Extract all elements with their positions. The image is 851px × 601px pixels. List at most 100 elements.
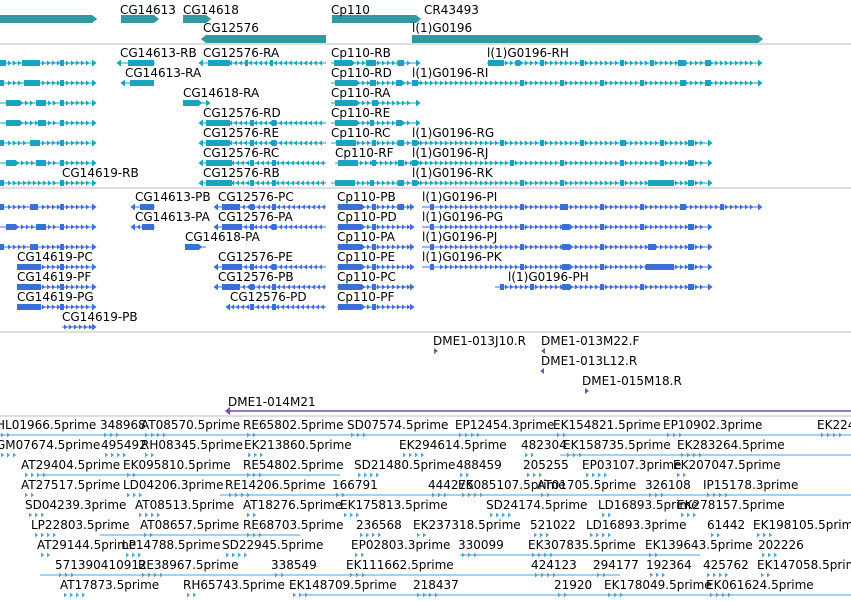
est-label-571390410912[interactable]: 571390410912	[55, 558, 147, 572]
est-label-re38967-5prime[interactable]: RE38967.5prime	[138, 558, 239, 572]
est-label-ek207047-5prime[interactable]: EK207047.5prime	[673, 458, 781, 472]
exon-block[interactable]	[30, 140, 40, 146]
exon-block[interactable]	[60, 120, 64, 126]
exon-block[interactable]	[36, 100, 46, 106]
est-label-ek278157-5prime[interactable]: EK278157.5prime	[677, 498, 785, 512]
protein-label-cg14619-pg[interactable]: CG14619-PG	[17, 290, 94, 304]
est-label-ek307835-5prime[interactable]: EK307835.5prime	[528, 538, 636, 552]
exon-block[interactable]	[206, 140, 230, 146]
est-label-at08513-5prime[interactable]: AT08513.5prime	[135, 498, 235, 512]
exon-block[interactable]	[338, 204, 362, 210]
exon-block[interactable]	[430, 224, 434, 230]
protein-label-cg14619-pc[interactable]: CG14619-PC	[17, 250, 93, 264]
protein-label-cg12576-pe[interactable]: CG12576-PE	[218, 250, 293, 264]
gene-label-cg14613[interactable]: CG14613	[120, 3, 176, 17]
exon-block[interactable]	[36, 224, 46, 230]
exon-block[interactable]	[335, 100, 357, 106]
est-label-ek095810-5prime[interactable]: EK095810.5prime	[123, 458, 231, 472]
exon-block[interactable]	[30, 244, 38, 250]
est-label-424123[interactable]: 424123	[531, 558, 577, 572]
est-label-ek283264-5prime[interactable]: EK283264.5prime	[677, 438, 785, 452]
exon-block[interactable]	[30, 204, 38, 210]
est-label-ek198105-5prime[interactable]: EK198105.5prime	[753, 518, 851, 532]
est-label-ld16893-5prime[interactable]: LD16893.5prime	[598, 498, 699, 512]
exon-block[interactable]	[60, 304, 64, 310]
exon-block[interactable]	[0, 244, 4, 250]
exon-block[interactable]	[222, 264, 242, 270]
est-label-hl01966-5prime[interactable]: HL01966.5prime	[0, 418, 97, 432]
est-label-ip15178-3prime[interactable]: IP15178.3prime	[703, 478, 799, 492]
est-label-ek147058-5prime[interactable]: EK147058.5prime	[757, 558, 851, 572]
exon-block[interactable]	[0, 140, 4, 146]
exon-block[interactable]	[560, 204, 568, 210]
est-label-ek085107-5prime[interactable]: EK085107.5prime	[458, 478, 566, 492]
exon-block[interactable]	[430, 244, 434, 250]
exon-block[interactable]	[412, 80, 418, 86]
clone-label-dme1-013l12-r[interactable]: DME1-013L12.R	[541, 354, 638, 368]
exon-block[interactable]	[334, 60, 352, 66]
est-label-ek139643-5prime[interactable]: EK139643.5prime	[645, 538, 753, 552]
est-label-ld16893-3prime[interactable]: LD16893.3prime	[586, 518, 687, 532]
exon-block[interactable]	[60, 244, 64, 250]
transcript-label-cg14618-ra[interactable]: CG14618-RA	[183, 86, 260, 100]
exon-block[interactable]	[412, 180, 416, 186]
est-label-at08570-5prime[interactable]: AT08570.5prime	[141, 418, 241, 432]
est-label-sd21480-5prime[interactable]: SD21480.5prime	[354, 458, 456, 472]
est-label-521022[interactable]: 521022	[530, 518, 576, 532]
exon-block[interactable]	[60, 224, 64, 230]
protein-label-cg14619-pb[interactable]: CG14619-PB	[62, 310, 138, 324]
est-label-61442[interactable]: 61442	[707, 518, 746, 532]
gene-label-cp110[interactable]: Cp110	[331, 3, 370, 17]
exon-block[interactable]	[142, 224, 154, 230]
gene-bar[interactable]	[121, 15, 154, 23]
exon-block[interactable]	[60, 140, 64, 146]
protein-label-cg12576-pb[interactable]: CG12576-PB	[218, 270, 294, 284]
est-label-sd07574-5prime[interactable]: SD07574.5prime	[347, 418, 449, 432]
transcript-label-cp110-ra[interactable]: Cp110-RA	[331, 86, 391, 100]
gene-label-cg12576[interactable]: CG12576	[203, 21, 259, 35]
transcript-label-cg12576-re[interactable]: CG12576-RE	[203, 126, 280, 140]
transcript-label-l-1-g0196-rh[interactable]: l(1)G0196-RH	[487, 46, 569, 60]
exon-block[interactable]	[17, 304, 41, 310]
exon-block[interactable]	[208, 60, 230, 66]
est-label-ek237318-5prime[interactable]: EK237318.5prime	[413, 518, 521, 532]
est-label-326108[interactable]: 326108	[645, 478, 691, 492]
exon-block[interactable]	[430, 264, 434, 270]
transcript-label-cp110-rb[interactable]: Cp110-RB	[331, 46, 391, 60]
transcript-label-cp110-rd[interactable]: Cp110-RD	[331, 66, 392, 80]
est-label-21920[interactable]: 21920	[554, 578, 593, 592]
transcript-label-cg14613-ra[interactable]: CG14613-RA	[125, 66, 202, 80]
exon-block[interactable]	[412, 140, 416, 146]
exon-block[interactable]	[366, 60, 376, 66]
transcript-label-l-1-g0196-rk[interactable]: l(1)G0196-RK	[412, 166, 493, 180]
transcript-label-cg12576-rb[interactable]: CG12576-RB	[203, 166, 280, 180]
exon-block[interactable]	[60, 264, 64, 270]
est-label-gm07674-5prime[interactable]: GM07674.5prime	[0, 438, 101, 452]
gene-bar[interactable]	[183, 15, 206, 23]
est-label-425762[interactable]: 425762	[703, 558, 749, 572]
exon-block[interactable]	[500, 284, 504, 290]
exon-block[interactable]	[398, 204, 404, 210]
est-label-at29404-5prime[interactable]: AT29404.5prime	[21, 458, 121, 472]
exon-block[interactable]	[412, 160, 416, 166]
exon-block[interactable]	[336, 140, 356, 146]
exon-block[interactable]	[60, 60, 64, 66]
gene-label-l-1-g0196[interactable]: l(1)G0196	[412, 21, 473, 35]
exon-block[interactable]	[6, 100, 20, 106]
est-label-at08657-5prime[interactable]: AT08657.5prime	[140, 518, 240, 532]
est-label-ep02803-3prime[interactable]: EP02803.3prime	[351, 538, 451, 552]
gene-bar[interactable]	[0, 15, 92, 23]
est-label-lp22803-5prime[interactable]: LP22803.5prime	[31, 518, 130, 532]
clone-label-dme1-013m22-f[interactable]: DME1-013M22.F	[541, 334, 640, 348]
protein-label-cg14619-pf[interactable]: CG14619-PF	[17, 270, 92, 284]
exon-block[interactable]	[398, 140, 404, 146]
transcript-label-cg14619-rb[interactable]: CG14619-RB	[62, 166, 139, 180]
exon-block[interactable]	[60, 284, 64, 290]
est-label-sd04239-3prime[interactable]: SD04239.3prime	[25, 498, 127, 512]
gene-label-cg14618[interactable]: CG14618	[183, 3, 239, 17]
exon-block[interactable]	[0, 204, 4, 210]
exon-block[interactable]	[206, 160, 232, 166]
est-label-lp14788-5prime[interactable]: LP14788.5prime	[122, 538, 221, 552]
protein-label-cg12576-pd[interactable]: CG12576-PD	[230, 290, 307, 304]
exon-block[interactable]	[60, 180, 64, 186]
